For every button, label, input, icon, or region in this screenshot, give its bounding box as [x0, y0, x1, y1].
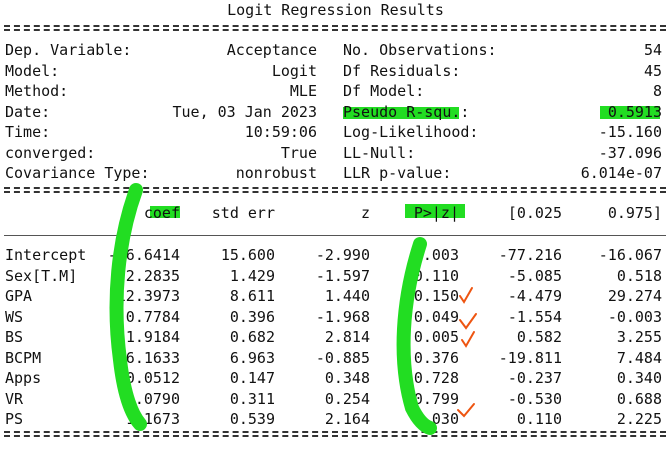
checkmark-icon	[460, 288, 472, 302]
checkmark-icon	[458, 404, 474, 416]
checkmark-icon	[462, 332, 474, 346]
coef-column-bracket-stroke	[117, 190, 140, 424]
checkmark-icon	[460, 314, 476, 328]
p-column-bracket-stroke	[404, 244, 430, 428]
